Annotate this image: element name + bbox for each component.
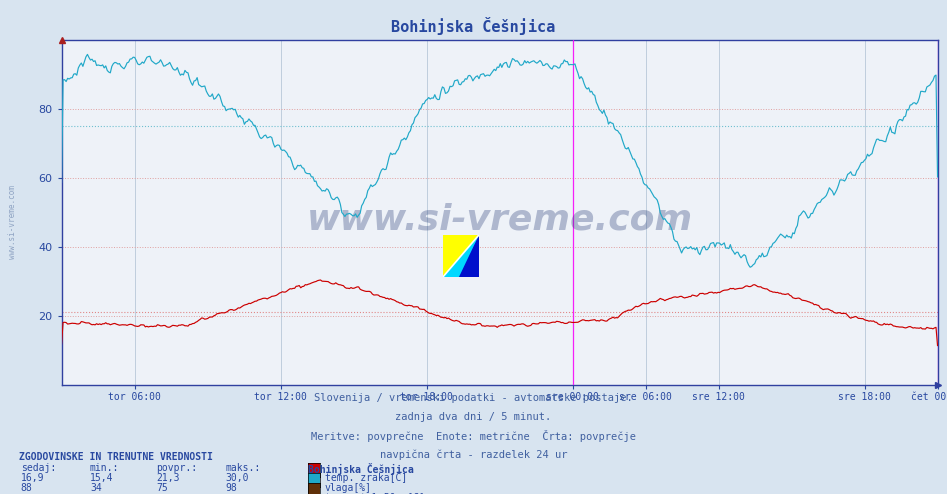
Text: -nan: -nan bbox=[21, 493, 45, 494]
Text: ZGODOVINSKE IN TRENUTNE VREDNOSTI: ZGODOVINSKE IN TRENUTNE VREDNOSTI bbox=[19, 452, 213, 462]
Text: navpična črta - razdelek 24 ur: navpična črta - razdelek 24 ur bbox=[380, 449, 567, 459]
Polygon shape bbox=[443, 235, 479, 277]
Text: Slovenija / vremenski podatki - avtomatske postaje.: Slovenija / vremenski podatki - avtomats… bbox=[314, 393, 633, 403]
Text: 75: 75 bbox=[156, 483, 168, 493]
Text: Meritve: povprečne  Enote: metrične  Črta: povprečje: Meritve: povprečne Enote: metrične Črta:… bbox=[311, 430, 636, 442]
Text: vlaga[%]: vlaga[%] bbox=[325, 483, 372, 493]
Text: 30,0: 30,0 bbox=[225, 473, 249, 483]
Text: -nan: -nan bbox=[90, 493, 114, 494]
Text: -nan: -nan bbox=[156, 493, 180, 494]
Text: -nan: -nan bbox=[225, 493, 249, 494]
Text: Bohinjska Češnjica: Bohinjska Češnjica bbox=[308, 463, 414, 475]
Text: zadnja dva dni / 5 minut.: zadnja dva dni / 5 minut. bbox=[396, 412, 551, 421]
Text: maks.:: maks.: bbox=[225, 463, 260, 473]
Text: 16,9: 16,9 bbox=[21, 473, 45, 483]
Text: 88: 88 bbox=[21, 483, 32, 493]
Polygon shape bbox=[443, 235, 479, 277]
Text: 34: 34 bbox=[90, 483, 101, 493]
Text: Bohinjska Češnjica: Bohinjska Češnjica bbox=[391, 17, 556, 35]
Text: www.si-vreme.com: www.si-vreme.com bbox=[8, 185, 17, 259]
Text: www.si-vreme.com: www.si-vreme.com bbox=[307, 203, 692, 236]
Polygon shape bbox=[459, 235, 479, 277]
Text: 15,4: 15,4 bbox=[90, 473, 114, 483]
Text: 21,3: 21,3 bbox=[156, 473, 180, 483]
Text: povpr.:: povpr.: bbox=[156, 463, 197, 473]
Text: temp. tal 50cm[C]: temp. tal 50cm[C] bbox=[325, 493, 424, 494]
Text: 98: 98 bbox=[225, 483, 237, 493]
Text: min.:: min.: bbox=[90, 463, 119, 473]
Text: sedaj:: sedaj: bbox=[21, 463, 56, 473]
Text: temp. zraka[C]: temp. zraka[C] bbox=[325, 473, 407, 483]
